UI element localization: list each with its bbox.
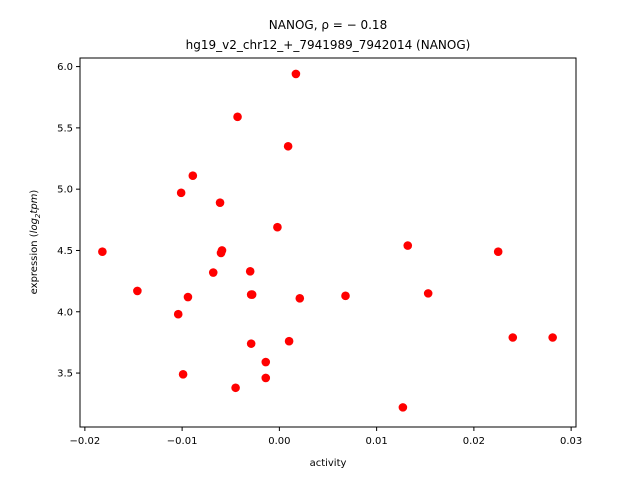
x-tick-label: −0.01 <box>167 436 198 447</box>
y-axis-label-suffix: ) <box>29 190 40 194</box>
data-point <box>133 286 142 296</box>
data-point <box>341 291 350 301</box>
y-axis-label-prefix: expression ( <box>29 233 40 294</box>
y-tick-label: 4.0 <box>57 307 73 318</box>
y-axis-label-subscript: 2 <box>34 213 42 218</box>
x-axis-label: activity <box>310 458 347 469</box>
data-point <box>398 403 408 412</box>
y-tick-label: 3.5 <box>57 369 73 380</box>
data-point <box>188 171 198 180</box>
y-tick-label: 5.0 <box>57 185 73 196</box>
data-point <box>98 247 107 256</box>
data-point <box>173 309 183 319</box>
data-point <box>291 69 301 79</box>
data-point <box>493 247 503 256</box>
y-axis-label: expression (log2tpm) <box>29 190 42 295</box>
chart-title-line-2: hg19_v2_chr12_+_7941989_7942014 (NANOG) <box>186 38 471 52</box>
data-point <box>295 293 305 303</box>
data-point <box>233 112 242 122</box>
data-point <box>176 188 186 198</box>
x-axis-ticks: −0.02 −0.01 0.00 0.01 0.02 0.03 <box>70 427 582 447</box>
y-tick-label: 6.0 <box>57 62 73 73</box>
data-point <box>261 373 271 383</box>
data-point <box>284 336 294 346</box>
x-tick-label: 0.01 <box>365 436 387 447</box>
data-point <box>403 241 413 250</box>
data-point <box>508 333 518 342</box>
data-points <box>98 69 557 412</box>
data-point <box>423 289 433 298</box>
chart-title-line-1: NANOG, ρ = − 0.18 <box>269 18 387 32</box>
data-point <box>247 290 257 299</box>
data-point <box>261 357 271 367</box>
y-axis-label-log: log <box>29 218 40 233</box>
x-tick-label: 0.02 <box>463 436 485 447</box>
data-point <box>208 268 218 277</box>
data-point <box>548 333 557 342</box>
data-point <box>283 141 293 151</box>
data-point <box>246 339 256 348</box>
data-point <box>231 383 240 393</box>
x-tick-label: −0.02 <box>70 436 101 447</box>
y-axis-label-tpm: tpm <box>29 193 40 213</box>
data-point <box>273 222 282 232</box>
x-tick-label: 0.03 <box>560 436 582 447</box>
y-tick-label: 5.5 <box>57 123 73 134</box>
data-point <box>217 246 227 255</box>
data-point <box>183 292 193 302</box>
y-tick-label: 4.5 <box>57 246 73 257</box>
x-tick-label: 0.00 <box>268 436 290 447</box>
plot-frame <box>79 57 577 428</box>
data-point <box>215 198 225 207</box>
data-point <box>178 369 188 379</box>
data-point <box>245 267 255 276</box>
y-axis-ticks: 3.5 4.0 4.5 5.0 5.5 6.0 <box>57 62 80 380</box>
